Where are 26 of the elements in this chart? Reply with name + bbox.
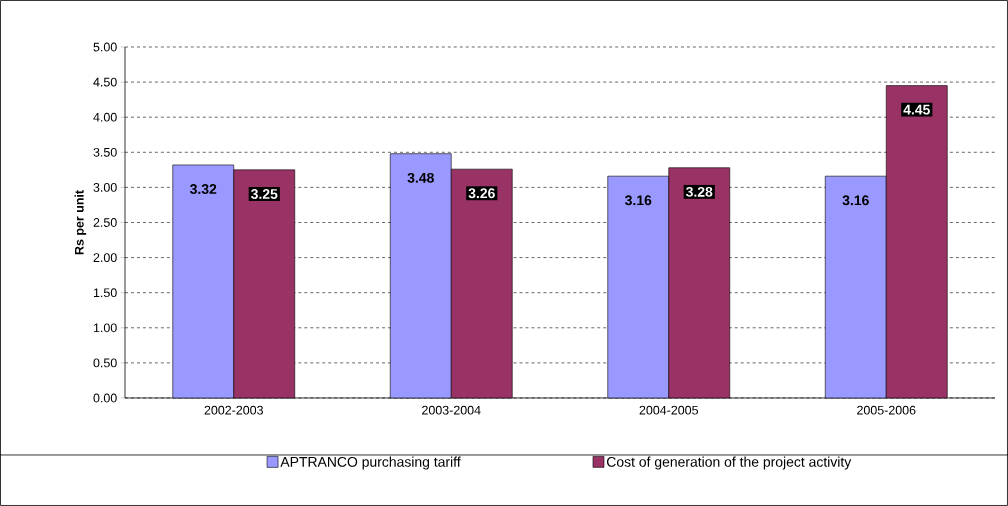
y-tick-label: 4.00: [93, 112, 117, 122]
data-label: 3.25: [251, 189, 278, 199]
y-tick-label: 1.00: [93, 323, 117, 333]
data-label: 3.32: [190, 184, 217, 195]
x-tick-label: 2002-2003: [204, 405, 263, 415]
y-tick-label: 4.50: [93, 77, 117, 87]
data-label: 3.28: [686, 186, 713, 197]
y-tick-label: 5.00: [93, 42, 117, 52]
data-label: 3.48: [407, 172, 434, 183]
legend-label: Cost of generation of the project activity: [606, 456, 852, 470]
x-tick-label: 2005-2006: [857, 405, 916, 415]
data-label: 3.26: [468, 188, 495, 199]
data-label: 3.16: [625, 195, 652, 206]
y-tick-label: 2.00: [93, 253, 117, 262]
y-tick-label: 0.50: [93, 358, 117, 368]
y-tick-label: 2.50: [93, 218, 117, 227]
y-axis-title: Rs per unit: [74, 190, 87, 255]
y-tick-label: 3.50: [93, 147, 117, 157]
data-label: 4.45: [903, 104, 930, 115]
data-label: 3.16: [842, 195, 869, 206]
y-tick-label: 1.50: [93, 288, 117, 298]
x-tick-label: 2004-2005: [639, 405, 698, 415]
y-tick-label: 0.00: [93, 393, 117, 403]
y-tick-label: 3.00: [93, 182, 117, 192]
x-tick-label: 2003-2004: [422, 405, 481, 415]
legend-label: APTRANCO purchasing tariff: [280, 456, 461, 470]
